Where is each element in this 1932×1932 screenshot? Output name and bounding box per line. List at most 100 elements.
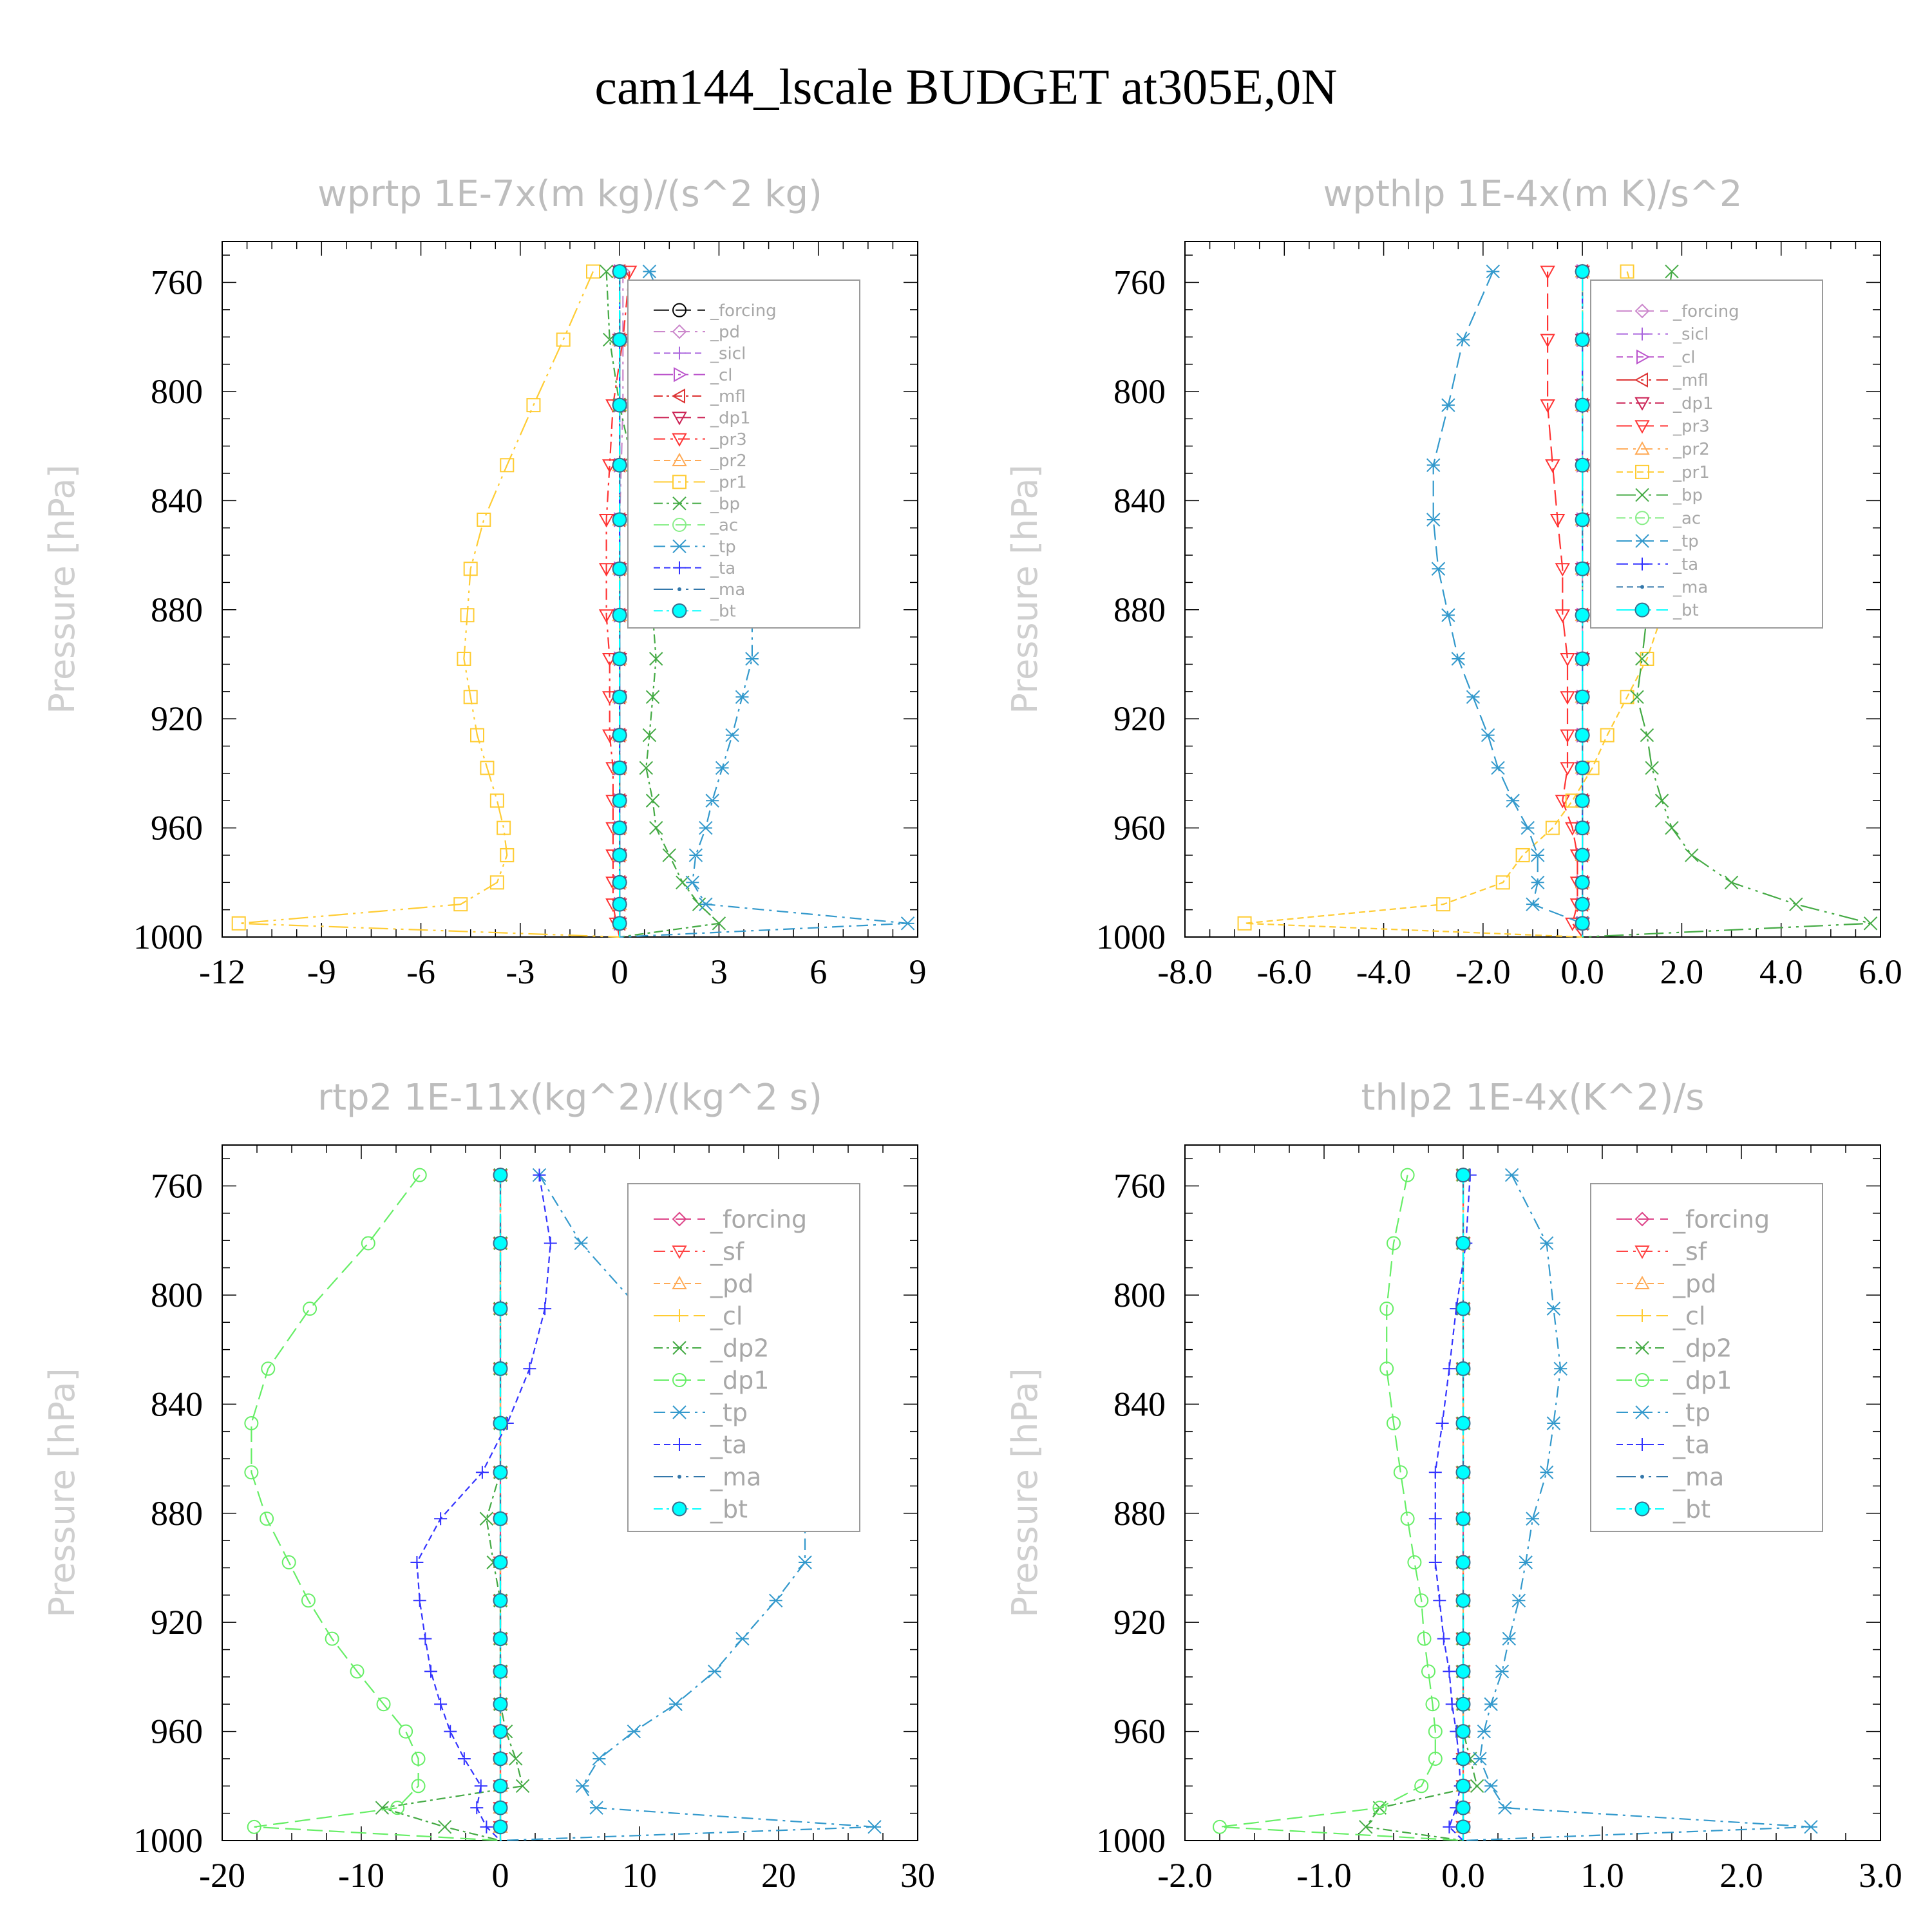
legend-entry-bp: _bp — [710, 495, 740, 514]
legend-entry-pr2: _pr2 — [710, 451, 747, 471]
data-point-bt — [1455, 1555, 1471, 1570]
data-point-dp1 — [247, 1819, 261, 1834]
y-tick-label: 840 — [1113, 1385, 1166, 1423]
y-axis-label: Pressure [hPa] — [42, 464, 82, 714]
data-point-bt — [1575, 264, 1590, 279]
data-point-bt — [493, 1593, 508, 1608]
data-point-pr1 — [480, 761, 495, 775]
legend-marker — [673, 1309, 686, 1322]
data-point-bt — [1575, 760, 1590, 775]
data-point-bt — [612, 264, 627, 279]
data-point-tp — [575, 1779, 590, 1793]
data-point-dp1 — [281, 1555, 296, 1569]
data-point-dp2 — [375, 1801, 390, 1815]
y-tick-label: 880 — [1113, 591, 1166, 629]
y-tick-label: 840 — [1113, 481, 1166, 520]
data-point-tp — [1466, 690, 1481, 704]
x-tick-label: 0 — [492, 1856, 509, 1895]
data-point-bt — [1455, 1696, 1471, 1712]
legend-entry-sicl: _sicl — [1672, 325, 1709, 345]
data-point-bt — [612, 561, 627, 576]
y-tick-label: 760 — [1113, 263, 1166, 302]
data-point-bt — [612, 760, 627, 775]
y-tick-label: 960 — [1113, 809, 1166, 848]
data-point-pr1 — [489, 875, 504, 890]
data-point-bt — [612, 607, 627, 623]
x-tick-label: -8.0 — [1157, 952, 1212, 991]
x-tick-label: 6 — [810, 952, 827, 991]
data-point-tp — [715, 761, 730, 775]
data-point-bt — [493, 1778, 508, 1794]
y-tick-label: 880 — [151, 1494, 203, 1533]
legend-marker — [672, 412, 687, 426]
y-tick-label: 1000 — [133, 918, 203, 956]
data-point-dp2 — [515, 1779, 530, 1793]
data-point-bt — [1575, 397, 1590, 413]
data-point-dp1 — [1379, 1361, 1394, 1376]
x-tick-label: 3.0 — [1859, 1856, 1902, 1895]
data-point-dp1 — [1414, 1779, 1429, 1794]
legend-marker — [677, 587, 681, 591]
data-point-bt — [612, 457, 627, 473]
x-tick-label: 2.0 — [1660, 952, 1704, 991]
data-point-bp — [1630, 690, 1644, 704]
data-point-dp1 — [412, 1168, 427, 1182]
legend-entry-tp: _tp — [710, 537, 736, 556]
data-point-ta — [533, 1168, 546, 1182]
legend-entry-tp: _tp — [1672, 1398, 1710, 1426]
data-point-bt — [1575, 875, 1590, 890]
data-point-bt — [1455, 1168, 1471, 1183]
data-point-dp1 — [260, 1511, 274, 1526]
data-point-pr3 — [1540, 265, 1555, 279]
plot-area — [1213, 1167, 1818, 1842]
data-point-tp — [1441, 398, 1455, 412]
data-point-ta — [1443, 1820, 1456, 1833]
data-point-pr1 — [463, 690, 478, 705]
legend-entry-sf: _sf — [1672, 1237, 1708, 1265]
data-point-pr3 — [1560, 762, 1575, 776]
data-point-tp — [1484, 1697, 1498, 1711]
legend-entry-bt: _bt — [710, 1495, 748, 1523]
data-point-bt — [493, 1631, 508, 1647]
legend-marker — [1635, 1405, 1649, 1419]
data-point-bt — [1575, 607, 1590, 623]
legend-entry-ta: _ta — [710, 1430, 747, 1459]
data-point-tp — [900, 916, 915, 931]
legend-entry-forcing: _forcing — [1672, 1205, 1770, 1233]
data-point-ta — [434, 1512, 448, 1526]
data-point-tp — [1473, 1752, 1487, 1766]
main-title: cam144_lscale BUDGET at305E,0N — [594, 59, 1338, 115]
data-point-bt — [1455, 1724, 1471, 1739]
x-tick-label: -3 — [506, 952, 535, 991]
data-point-ta — [419, 1632, 432, 1645]
data-point-pr1 — [497, 820, 511, 835]
panel-title: thlp2 1E-4x(K^2)/s — [1361, 1077, 1705, 1119]
legend-entry-pd: _pd — [710, 323, 740, 342]
data-point-pr1 — [460, 608, 475, 623]
data-point-tp — [699, 897, 713, 911]
legend-marker — [672, 603, 687, 618]
data-point-dp1 — [1400, 1168, 1415, 1182]
data-point-tp — [707, 1664, 722, 1679]
data-point-bt — [493, 1663, 508, 1679]
data-point-bt — [493, 1800, 508, 1815]
data-point-tp — [768, 1593, 783, 1607]
data-point-dp1 — [1372, 1801, 1387, 1815]
data-point-tp — [699, 820, 713, 835]
data-point-dp1 — [325, 1631, 339, 1646]
x-tick-label: -4.0 — [1356, 952, 1411, 991]
data-point-pr3 — [1549, 514, 1566, 528]
data-point-tp — [798, 1555, 812, 1569]
data-point-ta — [470, 1801, 484, 1815]
data-point-bp — [1635, 652, 1649, 666]
data-point-dp1 — [1407, 1555, 1422, 1569]
data-point-bt — [493, 1361, 508, 1376]
data-point-tp — [735, 690, 750, 704]
data-point-bt — [1455, 1464, 1471, 1480]
y-axis-label: Pressure [hPa] — [1005, 1368, 1045, 1617]
data-point-bt — [612, 332, 627, 347]
series-line-pr3 — [605, 271, 630, 938]
legend-marker — [1634, 1211, 1650, 1227]
data-point-bp — [676, 875, 690, 889]
